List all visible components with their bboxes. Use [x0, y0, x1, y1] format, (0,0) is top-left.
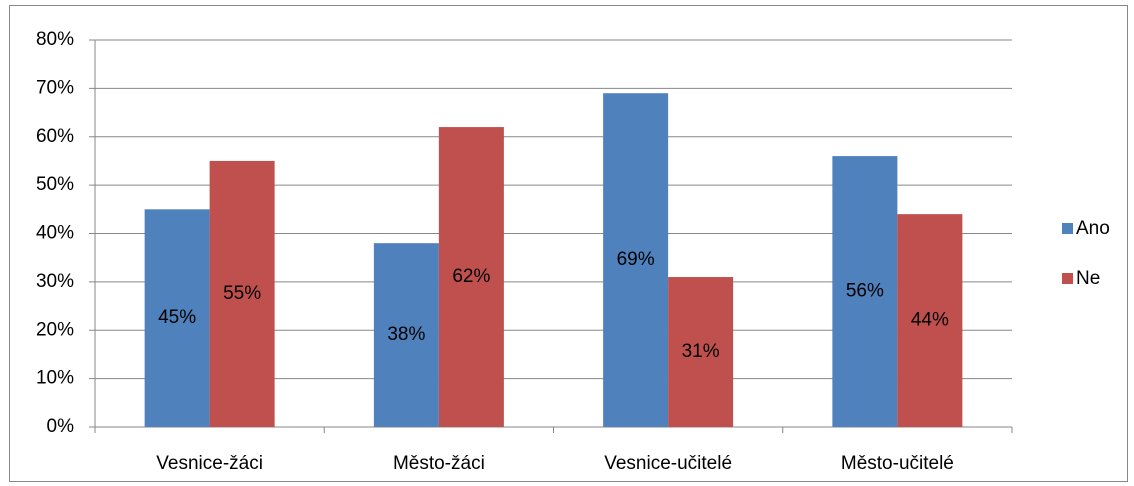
data-label: 38%	[387, 324, 425, 345]
data-label: 44%	[911, 310, 949, 331]
y-tick-label: 80%	[36, 29, 74, 50]
data-label: 56%	[846, 281, 884, 302]
bar	[832, 156, 898, 427]
legend-label: Ano	[1076, 218, 1110, 239]
y-tick-label: 20%	[36, 319, 74, 340]
bar	[668, 277, 734, 427]
data-label: 69%	[617, 249, 655, 270]
y-tick-label: 30%	[36, 271, 74, 292]
bar	[144, 209, 210, 427]
bar	[209, 160, 275, 427]
y-tick-label: 0%	[47, 416, 75, 437]
legend-swatch	[1062, 273, 1073, 284]
x-tick-label: Vesnice-učitelé	[604, 453, 732, 474]
legend-swatch	[1062, 223, 1073, 234]
data-label: 55%	[223, 283, 261, 304]
x-tick-label: Město-učitelé	[841, 453, 954, 474]
y-tick-label: 10%	[36, 368, 74, 389]
data-label: 45%	[158, 307, 196, 328]
y-tick-label: 70%	[36, 77, 74, 98]
data-label: 62%	[452, 266, 490, 287]
y-tick-label: 50%	[36, 174, 74, 195]
y-tick-label: 60%	[36, 126, 74, 147]
bar	[438, 127, 504, 427]
data-label: 31%	[682, 341, 720, 362]
x-tick-label: Město-žáci	[393, 453, 485, 474]
y-tick-label: 40%	[36, 223, 74, 244]
bar	[603, 93, 669, 428]
legend-label: Ne	[1076, 268, 1100, 289]
x-tick-label: Vesnice-žáci	[156, 453, 263, 474]
bar	[373, 243, 439, 427]
bar	[897, 214, 963, 427]
